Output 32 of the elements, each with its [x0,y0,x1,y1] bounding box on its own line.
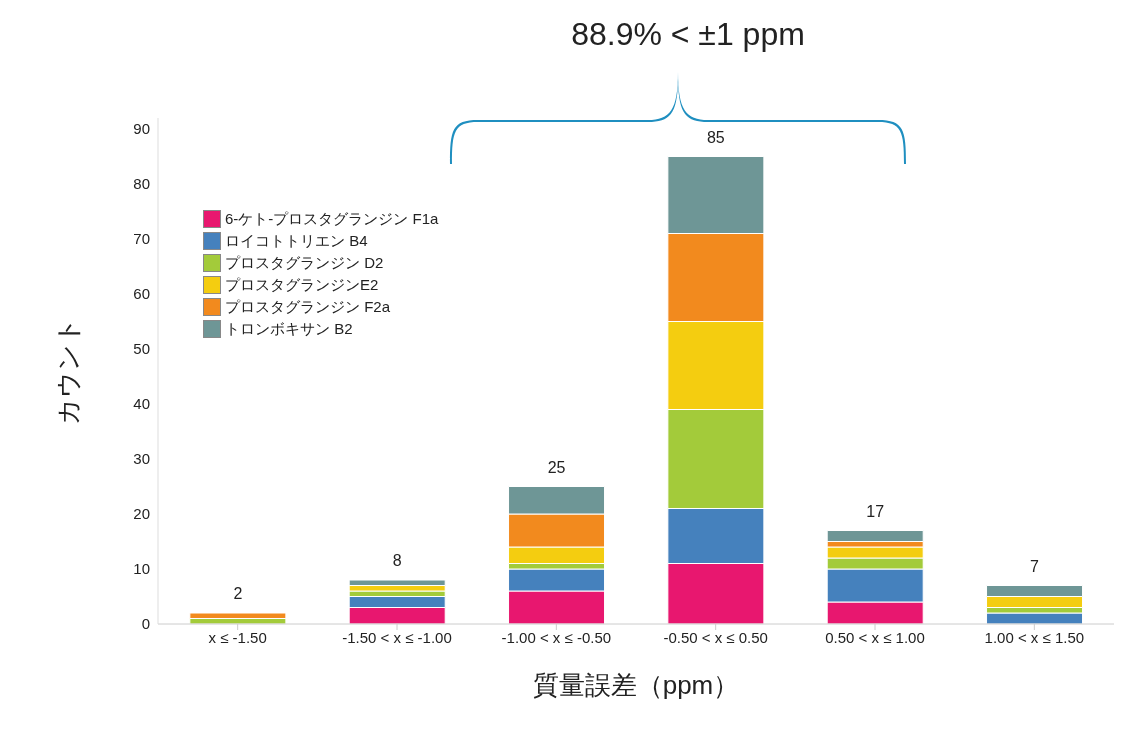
y-tick-label: 30 [133,450,150,468]
legend-label: ロイコトトリエン B4 [225,231,368,251]
legend-label: プロスタグランジン D2 [225,253,384,273]
y-tick-label: 10 [133,560,150,578]
x-tick-label: 0.50 < x ≤ 1.00 [825,628,925,646]
x-tick-label: 1.00 < x ≤ 1.50 [984,628,1085,646]
y-tick-label: 80 [133,175,150,193]
total-label: 7 [1030,557,1040,575]
total-label: 85 [706,128,725,146]
x-tick-label: x ≤ -1.50 [208,628,267,646]
legend-label: 6-ケト-プロスタグランジン F1a [225,209,439,229]
total-label: 17 [866,502,885,520]
x-axis-title: 質量誤差（ppm） [532,670,740,700]
total-label: 2 [233,585,243,602]
legend-label: プロスタグランジンE2 [225,275,379,295]
y-tick-label: 20 [133,505,150,523]
y-tick-label: 0 [141,615,150,633]
y-tick-label: 60 [133,285,150,303]
y-axis-title: カウント [53,317,84,425]
x-tick-label: -1.50 < x ≤ -1.00 [342,628,452,646]
bar [189,612,287,619]
legend-label: プロスタグランジン F2a [225,297,391,317]
x-tick-label: -0.50 < x ≤ 0.50 [663,628,768,646]
total-label: 8 [392,552,402,569]
y-tick-label: 50 [133,340,150,358]
x-tick-label: -1.00 < x ≤ -0.50 [501,628,612,646]
y-tick-label: 90 [133,120,150,138]
text: 88.9% < ±1 ppm [570,16,806,53]
y-tick-label: 40 [133,395,150,413]
legend-label: トロンボキサン B2 [225,319,353,339]
y-tick-label: 70 [133,230,150,248]
total-label: 25 [547,458,566,476]
